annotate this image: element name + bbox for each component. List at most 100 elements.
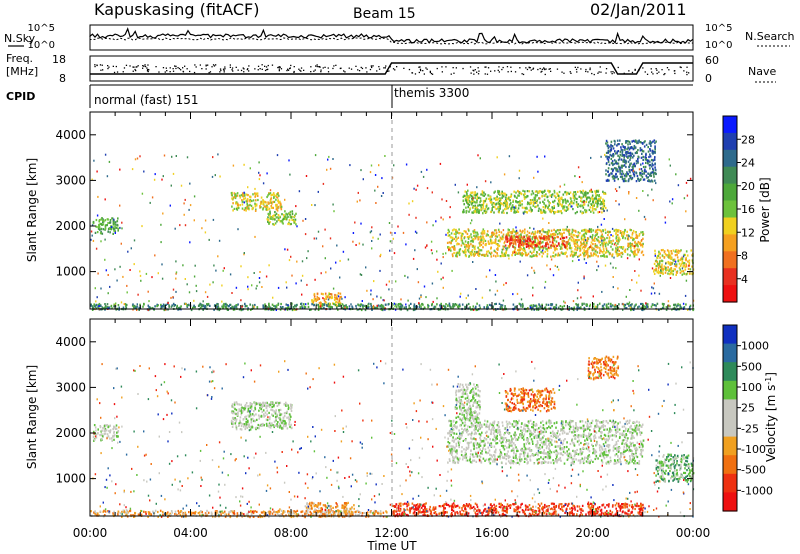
data-cell (677, 302, 679, 305)
data-cell (556, 210, 559, 213)
data-cell (394, 308, 397, 311)
data-cell (647, 162, 649, 165)
data-cell (184, 224, 187, 227)
data-cell (588, 230, 590, 233)
data-cell (550, 244, 552, 247)
data-cell (457, 251, 459, 254)
data-cell (125, 305, 127, 308)
data-cell (237, 228, 239, 231)
nave-dot (108, 66, 110, 68)
data-cell (576, 235, 579, 239)
data-cell (450, 249, 452, 252)
data-cell (578, 306, 581, 309)
data-cell (319, 305, 322, 308)
data-cell (453, 245, 456, 248)
data-cell (488, 251, 491, 254)
data-cell (370, 289, 372, 292)
nave-dot (688, 72, 690, 74)
nave-dot (277, 66, 279, 69)
data-cell (254, 194, 257, 197)
data-cell (563, 209, 566, 212)
data-cell (95, 225, 98, 228)
data-cell (635, 162, 638, 165)
data-cell (633, 175, 636, 178)
data-cell (572, 193, 574, 196)
data-cell (244, 207, 247, 210)
data-cell (222, 269, 224, 272)
data-cell (330, 293, 333, 296)
data-cell (639, 149, 642, 152)
data-cell (654, 166, 656, 169)
data-cell (524, 210, 526, 213)
data-cell (482, 242, 485, 245)
data-cell (480, 249, 483, 252)
data-cell (472, 191, 474, 194)
data-cell (650, 144, 652, 148)
data-cell (559, 232, 562, 235)
nave-dot (360, 66, 362, 69)
data-cell (231, 292, 233, 294)
data-cell (550, 211, 552, 214)
data-cell (405, 306, 407, 309)
data-cell (643, 215, 646, 218)
data-cell (572, 255, 574, 258)
data-cell (193, 304, 195, 307)
data-cell (275, 212, 278, 215)
data-cell (547, 238, 550, 241)
data-cell (414, 249, 416, 252)
data-cell (336, 297, 338, 300)
data-cell (564, 301, 566, 304)
data-cell (274, 211, 276, 214)
nave-dot (116, 71, 119, 73)
data-cell (301, 293, 303, 296)
data-cell (489, 235, 491, 238)
data-cell (461, 234, 464, 237)
data-cell (619, 231, 622, 234)
data-cell (615, 250, 618, 253)
data-cell (654, 150, 656, 153)
data-cell (542, 200, 544, 203)
data-cell (377, 185, 379, 188)
data-cell (93, 438, 96, 441)
data-cell (464, 249, 466, 252)
data-cell (246, 207, 249, 210)
data-cell (644, 140, 646, 143)
data-cell (680, 270, 683, 273)
data-cell (554, 249, 556, 252)
data-cell (97, 195, 99, 198)
data-cell (622, 308, 624, 311)
data-cell (254, 187, 256, 190)
data-cell (269, 217, 271, 220)
data-cell (237, 202, 239, 205)
data-cell (227, 308, 229, 311)
data-cell (413, 308, 416, 311)
data-cell (139, 155, 141, 158)
data-cell (335, 296, 337, 299)
data-cell (511, 254, 513, 257)
data-cell (652, 171, 655, 174)
data-cell (657, 262, 659, 265)
data-cell (211, 175, 214, 178)
data-cell (615, 237, 617, 240)
data-cell (388, 280, 390, 283)
data-cell (327, 294, 330, 297)
data-cell (633, 146, 635, 149)
data-cell (250, 419, 253, 423)
data-cell (518, 234, 521, 237)
data-cell (546, 264, 548, 267)
nave-dot (148, 69, 150, 71)
data-cell (620, 148, 623, 151)
data-cell (674, 250, 677, 253)
data-cell (255, 192, 257, 195)
data-cell (498, 211, 500, 214)
data-cell (521, 254, 523, 257)
data-cell (106, 433, 109, 436)
data-cell (327, 158, 329, 161)
data-cell (526, 230, 529, 233)
data-cell (613, 179, 616, 182)
data-cell (175, 272, 177, 275)
data-cell (494, 239, 497, 242)
data-cell (476, 308, 478, 311)
data-cell (432, 300, 434, 303)
data-cell (571, 231, 574, 234)
